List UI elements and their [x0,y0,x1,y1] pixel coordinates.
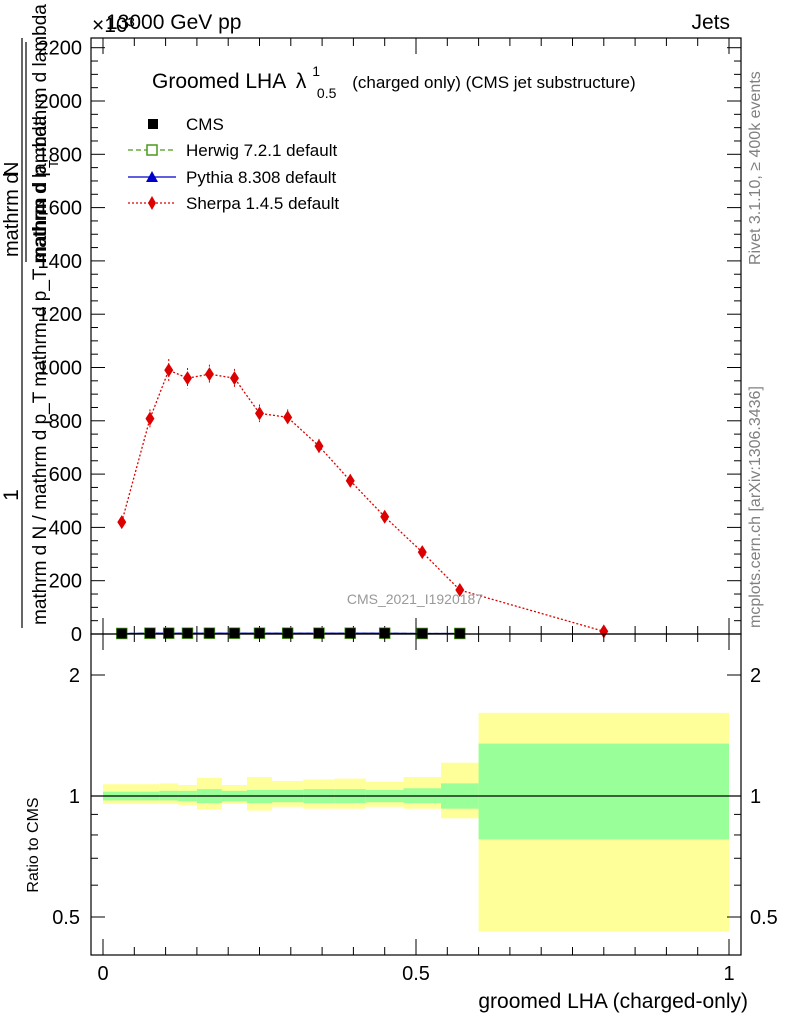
main-ytick-label: 200 [49,571,82,593]
sherpa-point [204,367,214,382]
title-sup: 1 [312,63,320,79]
cms-point [254,628,265,639]
main-panel: 0 200 400 600 800 1000 1200 1400 1600 1800 2000 220… [38,37,742,646]
title-main: Groomed LHA [152,70,286,93]
ratio-ytick-label-right: 2 [750,665,761,687]
chart-title: Groomed LHA λ 1 0.5 (charged only) (CMS … [152,58,636,103]
main-ytick-label: 2200 [38,38,83,60]
sherpa-point [255,406,264,421]
legend-label-herwig: Herwig 7.2.1 default [186,141,337,160]
ratio-xtick-label: 1 [723,963,734,985]
cms-point [345,628,356,639]
sherpa-point [314,439,324,454]
main-ytick-label: 600 [49,464,82,486]
legend-label-sherpa: Sherpa 1.4.5 default [186,194,339,213]
ratio-band-green [478,743,729,840]
ratio-ylabel: Ratio to CMS [25,797,42,892]
main-ytick-label: 800 [49,411,82,433]
ylabel-top-t: T [46,160,61,168]
legend-marker-pythia [146,171,158,182]
mcplots-label: mcplots.cern.ch [arXiv:1306.3436] [747,386,764,628]
ratio-ytick-label: 0.5 [52,907,80,929]
ratio-xtick-label: 0.5 [402,963,430,985]
sherpa-point [417,545,427,560]
sherpa-point [183,371,193,386]
cms-point [144,628,155,639]
legend-entry-cms: CMS [148,115,224,134]
legend-entry-herwig: Herwig 7.2.1 default [128,141,337,160]
legend-label-cms: CMS [186,115,224,134]
sherpa-point [345,473,355,488]
ratio-ytick-label-right: 1 [750,786,761,808]
sherpa-line [121,369,604,632]
legend-marker-cms [148,119,158,129]
cms-point [313,628,324,639]
legend-entry-pythia: Pythia 8.308 default [128,168,337,187]
exponent-label: ×10³ [92,14,135,37]
cms-point [379,628,390,639]
main-ytick-label: 2000 [38,91,83,113]
main-ytick-label: 1600 [38,198,83,220]
header-energy: 13000 GeV pp [106,11,241,34]
legend-marker-sherpa [148,196,156,210]
ratio-ytick-label-right: 0.5 [750,907,778,929]
main-ytick-label: 0 [71,624,82,646]
ylabel-top-n: N [1,162,23,176]
legend-label-pythia: Pythia 8.308 default [186,168,337,187]
main-ytick-label: 1000 [38,358,83,380]
sherpa-point [145,411,155,426]
sherpa-point [117,515,127,530]
legend-entry-sherpa: Sherpa 1.4.5 default [128,194,339,213]
cms-point [204,628,215,639]
main-ytick-label: 1800 [38,144,83,166]
sherpa-point [283,410,293,425]
x-axis-label: groomed LHA (charged-only) [478,990,748,1013]
main-ytick-label: 400 [49,517,82,539]
title-sub: 0.5 [317,85,337,101]
legend: CMS Herwig 7.2.1 default Pythia 8.308 de… [128,115,339,213]
sherpa-point [229,371,239,386]
sherpa-point [455,583,465,598]
main-ytick-label: 1200 [38,304,83,326]
title-lambda: λ [296,70,307,93]
ylabel-top-d: mathrm d [1,173,23,257]
analysis-watermark: CMS_2021_I1920187 [347,591,483,607]
main-ytick-label: 1400 [38,251,83,273]
ylabel-top-dlambda: mathrm d lambda [30,4,51,152]
sherpa-point [164,363,174,378]
title-rest: (charged only) (CMS jet substructure) [352,73,635,92]
rivet-label: Rivet 3.1.10, ≥ 400k events [747,71,764,265]
main-ylabel: 1 mathrm d N / mathrm d p_T mathrm d p_T… [0,4,61,628]
header-jets: Jets [691,11,730,34]
legend-marker-herwig [146,144,158,156]
ylabel-denominator: mathrm d N / mathrm d p_T mathrm d p_T m… [30,115,51,625]
ratio-xtick-label: 0 [97,963,108,985]
cms-point [182,628,193,639]
ylabel-top-dp: mathrm d p [30,166,51,262]
ratio-ytick-label: 1 [69,786,80,808]
sherpa-point [599,624,609,639]
ylabel-numerator: 1 [0,489,23,501]
cms-point [163,628,174,639]
ratio-panel: 0.5 0.5 1 1 2 2 0 0.5 1 Ratio to CMS groomed LH… [25,633,778,1013]
sherpa-point [380,509,390,524]
ratio-ytick-label: 2 [69,665,80,687]
cms-point [229,628,240,639]
cms-point [282,628,293,639]
